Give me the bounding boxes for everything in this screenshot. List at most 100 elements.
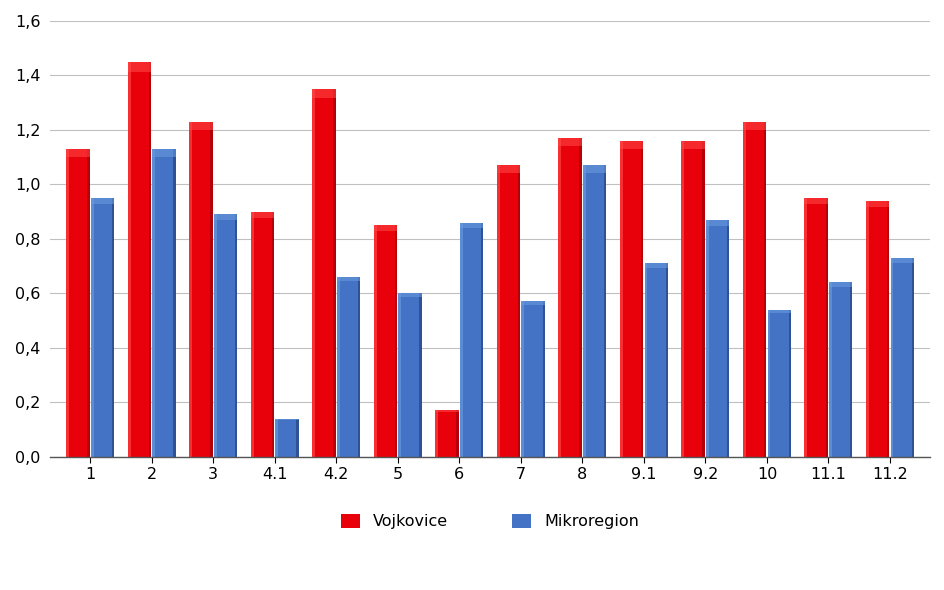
Bar — [337, 277, 360, 457]
Bar — [189, 122, 192, 457]
Bar — [640, 141, 643, 457]
Bar — [889, 258, 913, 457]
Bar — [213, 214, 237, 221]
Bar — [521, 301, 545, 457]
Legend: Vojkovice, Mikroregion: Vojkovice, Mikroregion — [334, 507, 645, 536]
Bar — [148, 62, 151, 457]
Bar — [558, 138, 582, 457]
Bar — [460, 222, 482, 457]
Bar — [189, 122, 212, 457]
Bar — [275, 418, 298, 457]
Bar — [358, 277, 360, 457]
Bar — [742, 122, 766, 457]
Bar — [865, 201, 888, 457]
Bar — [333, 89, 335, 457]
Bar — [579, 138, 582, 457]
Bar — [582, 165, 606, 173]
Bar — [91, 198, 114, 457]
Bar — [619, 141, 643, 149]
Bar — [603, 165, 606, 457]
Bar — [398, 293, 421, 457]
Bar — [619, 141, 643, 457]
Bar — [705, 220, 729, 226]
Bar — [681, 141, 683, 457]
Bar — [398, 293, 421, 297]
Bar — [127, 62, 151, 457]
Bar — [521, 301, 545, 306]
Bar — [644, 263, 667, 457]
Bar — [767, 310, 790, 457]
Bar — [644, 263, 647, 457]
Bar — [337, 277, 360, 281]
Bar — [665, 263, 667, 457]
Bar — [337, 277, 339, 457]
Bar — [211, 122, 212, 457]
Bar — [127, 62, 151, 72]
Bar — [889, 258, 913, 263]
Bar — [213, 214, 237, 457]
Bar — [825, 198, 827, 457]
Bar — [558, 138, 582, 146]
Bar — [558, 138, 561, 457]
Bar — [312, 89, 335, 99]
Bar — [803, 198, 827, 205]
Bar — [435, 411, 458, 457]
Bar — [542, 301, 545, 457]
Bar — [886, 201, 888, 457]
Bar — [865, 201, 868, 457]
Bar — [456, 411, 458, 457]
Bar — [828, 283, 851, 457]
Bar — [582, 165, 585, 457]
Bar — [828, 283, 831, 457]
Bar — [705, 220, 729, 457]
Bar — [250, 212, 253, 457]
Bar — [803, 198, 827, 457]
Bar — [644, 263, 667, 268]
Bar — [742, 122, 745, 457]
Bar — [275, 418, 298, 419]
Bar — [582, 165, 606, 457]
Bar — [803, 198, 806, 457]
Bar — [828, 283, 851, 287]
Bar — [398, 293, 401, 457]
Bar — [275, 418, 278, 457]
Bar — [460, 222, 463, 457]
Bar — [312, 89, 314, 457]
Bar — [152, 149, 176, 157]
Bar — [435, 411, 458, 412]
Bar — [91, 198, 114, 205]
Bar — [435, 411, 438, 457]
Bar — [850, 283, 851, 457]
Bar — [681, 141, 704, 149]
Bar — [742, 122, 766, 130]
Bar — [250, 212, 274, 457]
Bar — [272, 212, 274, 457]
Bar — [865, 201, 888, 207]
Bar — [374, 225, 396, 231]
Bar — [419, 293, 421, 457]
Bar — [460, 222, 482, 228]
Bar — [767, 310, 769, 457]
Bar — [87, 149, 90, 457]
Bar — [111, 198, 114, 457]
Bar — [173, 149, 176, 457]
Bar — [312, 89, 335, 457]
Bar — [296, 418, 298, 457]
Bar — [66, 149, 90, 457]
Bar — [395, 225, 396, 457]
Bar — [705, 220, 708, 457]
Bar — [91, 198, 93, 457]
Bar — [726, 220, 729, 457]
Bar — [213, 214, 216, 457]
Bar — [788, 310, 790, 457]
Bar — [66, 149, 90, 157]
Bar — [374, 225, 396, 457]
Bar — [152, 149, 176, 457]
Bar — [681, 141, 704, 457]
Bar — [66, 149, 69, 457]
Bar — [127, 62, 130, 457]
Bar — [497, 165, 499, 457]
Bar — [235, 214, 237, 457]
Bar — [619, 141, 622, 457]
Bar — [521, 301, 524, 457]
